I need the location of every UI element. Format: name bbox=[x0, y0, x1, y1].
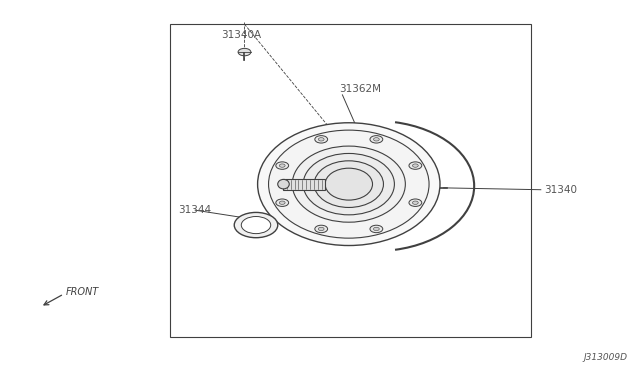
Circle shape bbox=[370, 136, 383, 143]
Ellipse shape bbox=[278, 179, 289, 189]
Ellipse shape bbox=[258, 123, 440, 246]
Ellipse shape bbox=[303, 153, 394, 215]
Circle shape bbox=[279, 201, 285, 204]
Bar bbox=[284, 179, 325, 190]
Text: 31340: 31340 bbox=[544, 185, 577, 195]
Bar bbox=[170, 24, 531, 337]
Ellipse shape bbox=[325, 168, 372, 200]
Ellipse shape bbox=[292, 146, 405, 222]
Circle shape bbox=[315, 225, 328, 232]
Circle shape bbox=[279, 164, 285, 167]
Ellipse shape bbox=[234, 212, 278, 238]
Circle shape bbox=[238, 48, 251, 56]
Text: 31362M: 31362M bbox=[339, 84, 381, 94]
Circle shape bbox=[413, 201, 419, 204]
Text: FRONT: FRONT bbox=[66, 287, 99, 297]
Ellipse shape bbox=[241, 217, 271, 234]
Circle shape bbox=[276, 162, 289, 169]
Circle shape bbox=[318, 138, 324, 141]
Ellipse shape bbox=[269, 130, 429, 238]
Circle shape bbox=[315, 136, 328, 143]
Text: 31344: 31344 bbox=[178, 205, 211, 215]
Circle shape bbox=[409, 162, 422, 169]
Text: J313009D: J313009D bbox=[583, 353, 627, 362]
Text: 31340A: 31340A bbox=[221, 31, 261, 40]
Ellipse shape bbox=[314, 161, 383, 208]
Circle shape bbox=[374, 227, 380, 231]
Circle shape bbox=[318, 227, 324, 231]
Circle shape bbox=[413, 164, 419, 167]
Circle shape bbox=[276, 199, 289, 206]
Circle shape bbox=[370, 225, 383, 232]
Circle shape bbox=[374, 138, 380, 141]
Circle shape bbox=[409, 199, 422, 206]
